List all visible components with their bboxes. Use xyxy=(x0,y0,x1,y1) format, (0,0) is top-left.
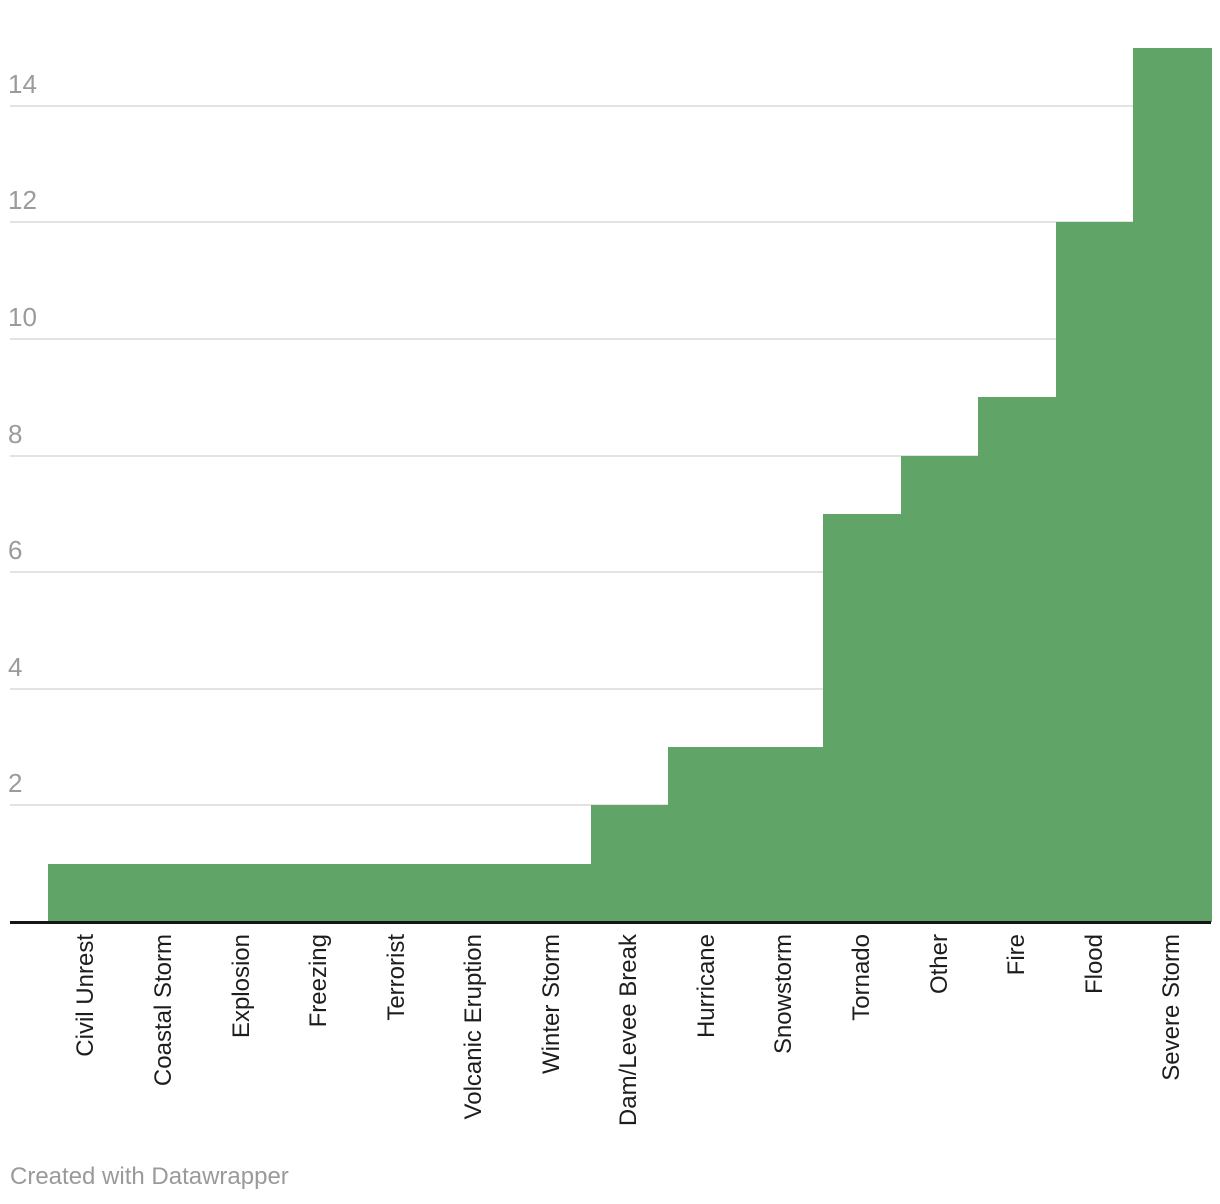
x-label-explosion: Explosion xyxy=(227,934,255,1039)
x-label-winter-storm: Winter Storm xyxy=(537,934,565,1075)
bar-volcanic-eruption xyxy=(435,863,514,922)
bar-snowstorm xyxy=(745,747,824,922)
y-tick-label-14: 14 xyxy=(8,68,37,99)
y-tick-label-6: 6 xyxy=(8,535,23,566)
bar-hurricane xyxy=(668,747,747,922)
x-label-hurricane: Hurricane xyxy=(692,934,720,1039)
bar-explosion xyxy=(202,863,281,922)
gridline-6 xyxy=(10,571,1211,574)
x-label-volcanic-eruption: Volcanic Eruption xyxy=(460,934,488,1120)
bar-terrorist xyxy=(357,863,437,922)
bar-tornado xyxy=(823,513,902,922)
datawrapper-attribution-link[interactable]: Created with Datawrapper xyxy=(10,1163,289,1190)
bar-freezing xyxy=(280,863,359,922)
x-label-civil-unrest: Civil Unrest xyxy=(72,934,100,1057)
bar-fire xyxy=(978,397,1057,922)
x-label-dam-levee-break: Dam/Levee Break xyxy=(615,934,643,1127)
x-label-other: Other xyxy=(925,934,953,995)
x-label-tornado: Tornado xyxy=(847,934,875,1021)
bar-flood xyxy=(1055,222,1134,922)
gridline-4 xyxy=(10,687,1211,690)
x-label-snowstorm: Snowstorm xyxy=(770,934,798,1055)
y-tick-label-10: 10 xyxy=(8,302,37,332)
gridline-8 xyxy=(10,454,1211,457)
x-label-terrorist: Terrorist xyxy=(382,934,410,1021)
x-label-severe-storm: Severe Storm xyxy=(1158,934,1186,1081)
bar-dam-levee-break xyxy=(590,805,669,922)
x-label-coastal-storm: Coastal Storm xyxy=(150,934,178,1087)
y-tick-label-4: 4 xyxy=(8,651,23,682)
x-label-freezing: Freezing xyxy=(305,934,333,1028)
bar-winter-storm xyxy=(513,863,592,922)
x-label-fire: Fire xyxy=(1003,934,1031,976)
bar-civil-unrest xyxy=(47,863,126,922)
y-tick-label-8: 8 xyxy=(8,418,23,449)
y-tick-label-12: 12 xyxy=(8,185,37,216)
gridline-14 xyxy=(10,104,1211,107)
gridline-12 xyxy=(10,221,1211,224)
bar-severe-storm xyxy=(1133,47,1212,922)
bar-other xyxy=(900,455,979,922)
x-label-flood: Flood xyxy=(1080,934,1108,995)
gridline-10 xyxy=(10,338,1211,340)
y-tick-label-2: 2 xyxy=(8,768,23,799)
bar-coastal-storm xyxy=(125,863,204,922)
x-axis-line xyxy=(10,921,1211,924)
